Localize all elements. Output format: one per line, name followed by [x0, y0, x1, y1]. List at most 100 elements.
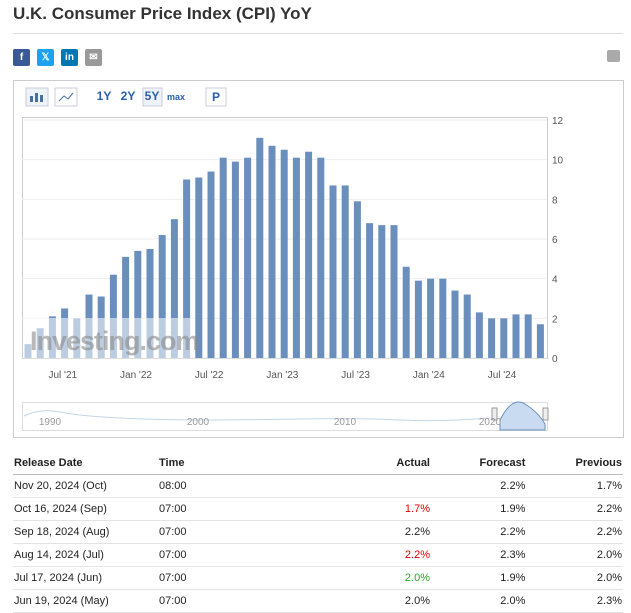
bar [463, 294, 471, 358]
bar [231, 161, 239, 358]
x-tick-label: Jan '24 [413, 370, 445, 381]
release-date: Jun 19, 2024 (May) [13, 589, 158, 613]
bar [256, 137, 264, 358]
bar [439, 278, 447, 358]
actual: 2.0% [360, 566, 431, 590]
print-icon[interactable] [607, 50, 620, 62]
previous: 2.0% [526, 543, 623, 567]
navigator-handle[interactable] [542, 407, 549, 421]
chart-frame [13, 80, 624, 438]
bar [378, 225, 386, 358]
watermark: Investing.com [30, 326, 199, 356]
bar [244, 157, 252, 358]
bar [402, 266, 410, 358]
previous: 2.2% [526, 497, 623, 521]
bar [329, 185, 337, 358]
bar [475, 312, 483, 358]
bar [536, 324, 544, 358]
bar [488, 318, 496, 358]
release-time: 07:00 [158, 589, 360, 613]
column-header: Release Date [13, 452, 158, 475]
linkedin[interactable]: in [61, 49, 78, 66]
bar [122, 256, 130, 358]
x-tick-label: Jul '23 [341, 370, 370, 381]
bar-icon [35, 93, 38, 102]
column-header: Time [158, 452, 360, 475]
print-button[interactable]: P [212, 90, 220, 104]
line-icon [58, 92, 74, 102]
bar [500, 318, 508, 358]
y-tick-label: 10 [552, 156, 564, 167]
bar [524, 314, 532, 358]
data-table: Release Date Time Actual Forecast Previous No… [13, 452, 623, 613]
actual: 2.2% [360, 543, 431, 567]
forecast: 1.9% [431, 566, 527, 590]
bar [170, 219, 178, 358]
email[interactable]: ✉ [85, 49, 102, 66]
release-date: Oct 16, 2024 (Sep) [13, 497, 158, 521]
bar [280, 149, 288, 358]
release-date: Jul 17, 2024 (Jun) [13, 566, 158, 590]
chart: 1Y 2Y 5Y max P 0 2 4 6 8 10 12 Jul '21 Jan '22 Jul '22… [13, 80, 624, 438]
range-button[interactable]: 1Y [97, 89, 112, 103]
x-tick-label: Jan '22 [120, 370, 152, 381]
y-tick-label: 12 [552, 116, 564, 127]
navigator [22, 402, 548, 431]
forecast: 2.0% [431, 589, 527, 613]
x-tick-label: Jul '21 [49, 370, 78, 381]
navigator-handle[interactable] [491, 407, 498, 421]
y-tick-label: 4 [552, 275, 558, 286]
x-tick-label: Jul '22 [195, 370, 224, 381]
navigator-selection [499, 401, 546, 431]
bar [207, 171, 215, 358]
release-time: 07:00 [158, 520, 360, 544]
table-row: Nov 20, 2024 (Oct) 08:00 2.2% 1.7% [13, 474, 623, 498]
navigator-label: 1990 [39, 417, 62, 428]
bar [109, 274, 117, 358]
bar [353, 201, 361, 358]
release-time: 08:00 [158, 474, 360, 498]
bar [195, 177, 203, 358]
bar [146, 248, 154, 358]
navigator-label: 2020 [479, 417, 502, 428]
range-button[interactable]: 5Y [145, 89, 160, 103]
x-tick-label: Jan '23 [266, 370, 298, 381]
previous: 2.3% [526, 589, 623, 613]
table-row: Jun 19, 2024 (May) 07:00 2.0% 2.0% 2.3% [13, 589, 623, 613]
previous: 1.7% [526, 474, 623, 498]
bar [317, 157, 325, 358]
release-date: Aug 14, 2024 (Jul) [13, 543, 158, 567]
actual: 1.7% [360, 497, 431, 521]
release-time: 07:00 [158, 497, 360, 521]
facebook[interactable]: f [13, 49, 30, 66]
actual: 2.2% [360, 520, 431, 544]
table-row: Aug 14, 2024 (Jul) 07:00 2.2% 2.3% 2.0% [13, 543, 623, 567]
x-share[interactable]: 𝕏 [37, 49, 54, 66]
bar [158, 235, 166, 358]
previous: 2.0% [526, 566, 623, 590]
table-row: Jul 17, 2024 (Jun) 07:00 2.0% 1.9% 2.0% [13, 566, 623, 590]
range-button[interactable]: max [167, 92, 185, 102]
bar [305, 151, 313, 358]
divider [13, 33, 623, 34]
bar [341, 185, 349, 358]
bar [390, 225, 398, 358]
actual [360, 474, 431, 498]
forecast: 2.3% [431, 543, 527, 567]
bar [451, 290, 459, 358]
navigator-line [23, 410, 491, 422]
column-header: Previous [526, 452, 623, 475]
bar-icon [30, 96, 33, 102]
bar [414, 280, 422, 358]
actual: 2.0% [360, 589, 431, 613]
column-header: Forecast [431, 452, 527, 475]
bar [292, 157, 300, 358]
range-button[interactable]: 2Y [121, 89, 136, 103]
release-time: 07:00 [158, 566, 360, 590]
bar [427, 278, 435, 358]
page-title: U.K. Consumer Price Index (CPI) YoY [13, 4, 312, 23]
navigator-label: 2000 [187, 417, 210, 428]
range-selected [142, 87, 163, 107]
bar [268, 145, 276, 358]
